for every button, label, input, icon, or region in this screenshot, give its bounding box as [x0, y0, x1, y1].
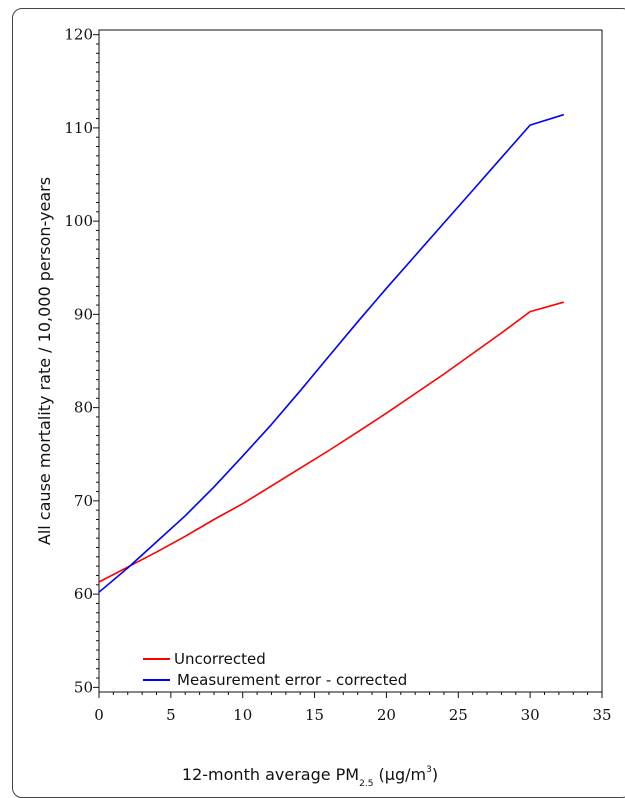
major-ticks — [93, 35, 602, 698]
y-tick-label: 50 — [74, 678, 93, 696]
tick-labels: 50 60 70 80 90 100 110 120 0 5 10 15 20 25 30 35 — [64, 26, 611, 724]
y-tick-label: 120 — [64, 26, 93, 44]
x-axis-title-subscript: 2.5 — [359, 779, 373, 789]
series-lines — [99, 115, 563, 592]
y-tick-label: 90 — [74, 305, 93, 323]
x-tick-label: 15 — [305, 706, 324, 724]
legend-label-uncorrected: Uncorrected — [174, 650, 266, 668]
y-tick-label: 110 — [64, 119, 93, 137]
series-line-corrected — [99, 115, 563, 592]
y-axis-title: All cause mortality rate / 10,000 person… — [35, 177, 54, 545]
x-axis-title-unit-open: (µg/m — [373, 765, 426, 784]
x-tick-label: 0 — [94, 706, 104, 724]
legend: Uncorrected Measurement error - correcte… — [143, 650, 407, 689]
y-tick-label: 60 — [74, 585, 93, 603]
x-axis-title-unit-close: ) — [432, 765, 438, 784]
y-tick-label: 70 — [74, 492, 93, 510]
minor-ticks — [96, 44, 588, 695]
legend-label-corrected: Measurement error - corrected — [177, 671, 407, 689]
x-tick-label: 35 — [592, 706, 611, 724]
series-line-uncorrected — [99, 302, 563, 582]
y-tick-label: 100 — [64, 212, 93, 230]
y-tick-label: 80 — [74, 399, 93, 417]
x-axis-title: 12-month average PM2.5 (µg/m3) — [182, 765, 438, 789]
x-tick-label: 10 — [233, 706, 252, 724]
x-tick-label: 20 — [377, 706, 396, 724]
x-tick-label: 30 — [521, 706, 540, 724]
x-axis-title-main: 12-month average PM — [182, 765, 359, 784]
x-tick-label: 25 — [449, 706, 468, 724]
x-tick-label: 5 — [166, 706, 176, 724]
